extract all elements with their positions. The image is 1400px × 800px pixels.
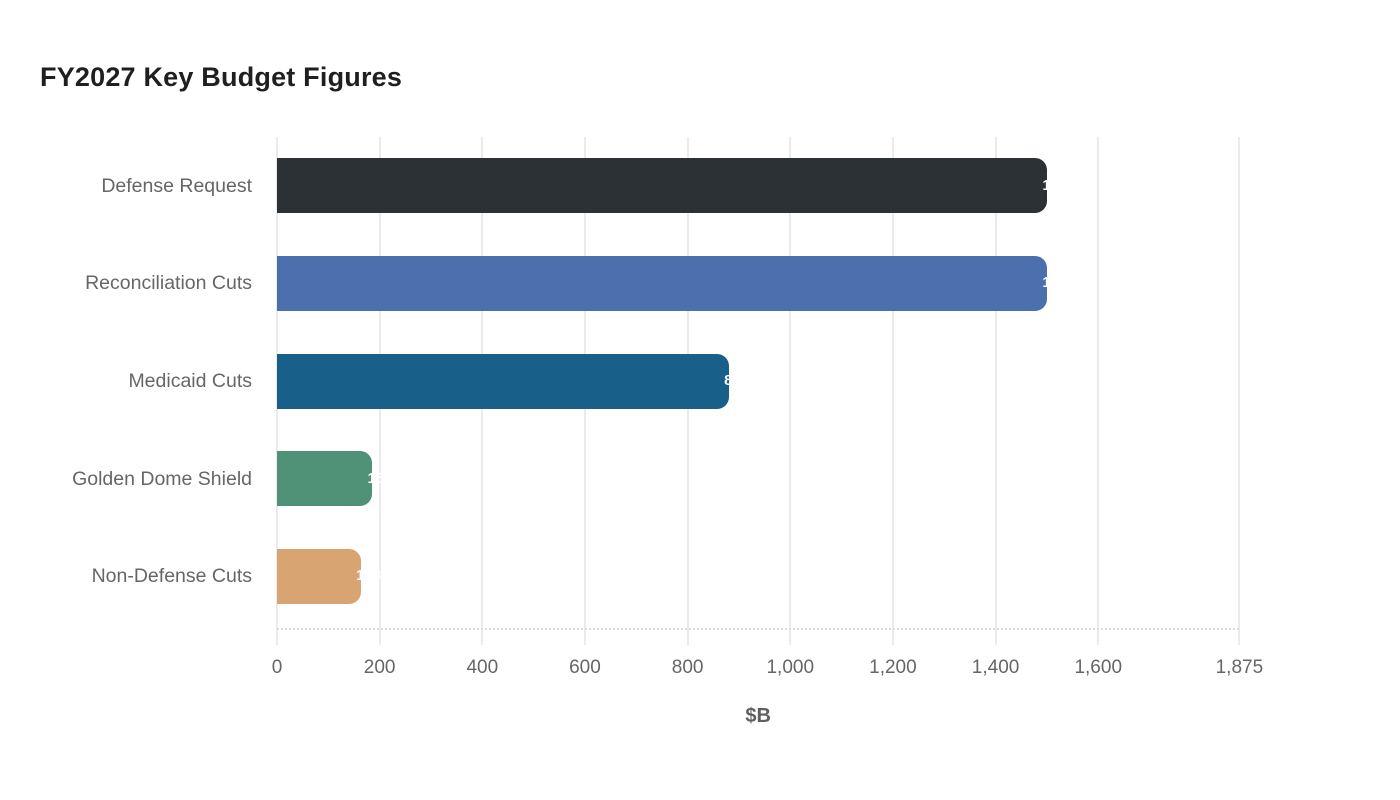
x-tick-label: 800 bbox=[671, 657, 704, 678]
x-tick-label: 200 bbox=[363, 657, 396, 678]
x-tick-label: 1,600 bbox=[1074, 657, 1123, 678]
gridline bbox=[1238, 137, 1241, 645]
x-tick-label: 400 bbox=[466, 657, 499, 678]
x-axis-line bbox=[277, 628, 1240, 630]
bar-golden-dome-shield bbox=[277, 451, 372, 507]
gridline bbox=[994, 137, 997, 645]
gridline bbox=[789, 137, 792, 645]
bar-value-label: 185 bbox=[367, 469, 393, 487]
bar-value-label: 1,500 bbox=[1042, 176, 1080, 194]
x-axis-title: $B bbox=[745, 705, 771, 727]
bar-value-label: 1,500 bbox=[1042, 274, 1080, 292]
bar-non-defense-cuts bbox=[277, 548, 361, 604]
category-label-golden-dome-shield: Golden Dome Shield bbox=[72, 467, 252, 490]
x-tick-label: 1,400 bbox=[971, 657, 1020, 678]
x-tick-label: 1,200 bbox=[869, 657, 917, 678]
bar-defense-request bbox=[277, 158, 1047, 214]
x-tick-label: 1,000 bbox=[766, 657, 815, 678]
gridline bbox=[891, 137, 894, 645]
x-tick-label: 1,875 bbox=[1215, 657, 1264, 678]
bar-reconciliation-cuts bbox=[277, 255, 1047, 311]
bar-value-label: 880 bbox=[724, 372, 750, 389]
chart-title: FY2027 Key Budget Figures bbox=[40, 62, 403, 92]
category-label-reconciliation-cuts: Reconciliation Cuts bbox=[85, 272, 252, 295]
category-label-non-defense-cuts: Non-Defense Cuts bbox=[91, 565, 252, 588]
bar-value-label: 163 bbox=[356, 567, 382, 585]
category-label-defense-request: Defense Request bbox=[101, 174, 252, 197]
x-tick-label: 0 bbox=[271, 657, 283, 678]
bar-medicaid-cuts bbox=[277, 353, 729, 409]
gridline bbox=[1097, 137, 1100, 645]
x-tick-label: 600 bbox=[569, 657, 601, 678]
category-label-medicaid-cuts: Medicaid Cuts bbox=[128, 370, 252, 392]
